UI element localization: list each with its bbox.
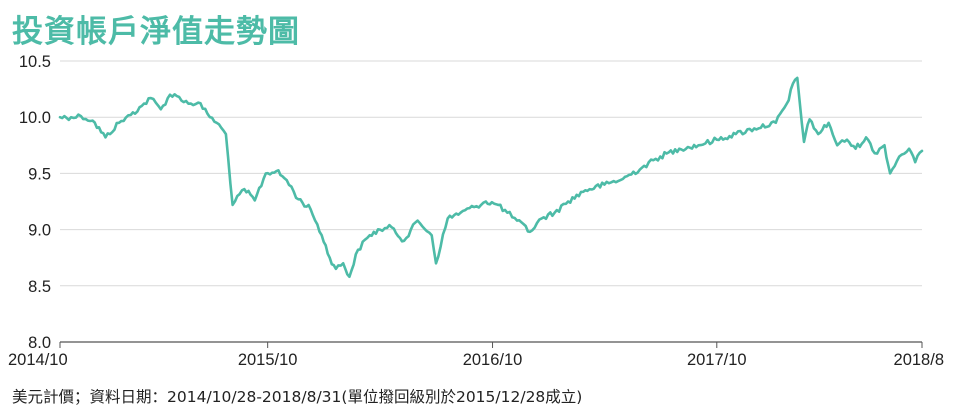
y-tick-label: 8.0 <box>28 334 51 352</box>
data-source-footnote: 美元計價；資料日期：2014/10/28-2018/8/31(單位撥回級別於20… <box>12 388 583 406</box>
x-tick-label: 2017/10 <box>687 351 747 369</box>
y-tick-label: 8.5 <box>28 278 51 296</box>
x-tick-label: 2015/10 <box>238 351 298 369</box>
x-axis: 2014/10 2015/10 2016/10 2017/10 2018/8 <box>8 342 944 369</box>
x-tick-label: 2014/10 <box>8 351 68 369</box>
nav-series-line <box>58 76 924 279</box>
x-tick-label: 2016/10 <box>463 351 523 369</box>
chart-title: 投資帳戶淨值走勢圖 <box>12 14 300 50</box>
y-axis: 8.0 8.5 9.0 9.5 10.0 10.5 <box>19 53 51 352</box>
y-tick-label: 10.0 <box>19 109 51 127</box>
x-tick-label: 2018/8 <box>894 351 944 369</box>
series-group <box>58 76 924 279</box>
y-tick-label: 10.5 <box>19 53 51 71</box>
y-tick-label: 9.0 <box>28 222 51 240</box>
gridlines <box>60 60 922 343</box>
y-tick-label: 9.5 <box>28 165 51 183</box>
